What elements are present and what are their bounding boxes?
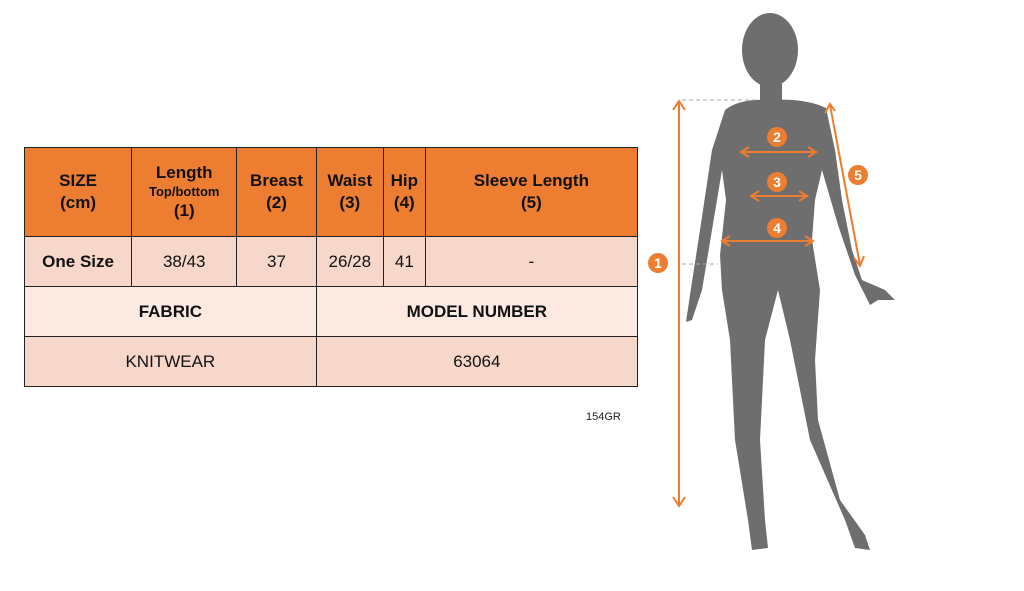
header-waist: Waist (3) bbox=[315, 147, 384, 237]
header-length: Length Top/bottom (1) bbox=[131, 147, 238, 237]
cell-waist: 26/28 bbox=[315, 236, 384, 287]
label-row: FABRIC MODEL NUMBER bbox=[24, 286, 639, 337]
marker-3 bbox=[767, 172, 787, 192]
svg-text:3: 3 bbox=[773, 174, 781, 190]
value-row: KNITWEAR 63064 bbox=[24, 336, 639, 387]
measure-arrows bbox=[672, 99, 865, 508]
fabric-label: FABRIC bbox=[24, 286, 317, 337]
cell-size: One Size bbox=[23, 236, 133, 287]
header-hip: Hip (4) bbox=[382, 147, 426, 237]
model-label: MODEL NUMBER bbox=[315, 286, 639, 337]
guide-lines bbox=[682, 99, 755, 265]
size-table: SIZE (cm) Length Top/bottom (1) Breast (2) W… bbox=[23, 147, 639, 387]
silhouette bbox=[686, 13, 895, 551]
marker-1 bbox=[648, 253, 668, 273]
header-row: SIZE (cm) Length Top/bottom (1) Breast (2) W… bbox=[23, 147, 639, 237]
marker-4 bbox=[767, 218, 787, 238]
size-row: One Size 38/43 37 26/28 41 - bbox=[23, 236, 639, 287]
cell-hip: 41 bbox=[382, 236, 426, 287]
svg-text:4: 4 bbox=[773, 220, 781, 236]
measure-markers: 1 2 3 4 5 bbox=[648, 127, 868, 273]
product-code: 154GR bbox=[586, 411, 621, 423]
header-size: SIZE (cm) bbox=[23, 147, 133, 237]
marker-5 bbox=[848, 165, 868, 185]
cell-length: 38/43 bbox=[131, 236, 238, 287]
header-breast: Breast (2) bbox=[236, 147, 317, 237]
fabric-value: KNITWEAR bbox=[24, 336, 317, 387]
header-sleeve: Sleeve Length (5) bbox=[424, 147, 639, 237]
svg-text:1: 1 bbox=[654, 255, 662, 271]
svg-text:2: 2 bbox=[773, 129, 781, 145]
cell-sleeve: - bbox=[424, 236, 639, 287]
marker-2 bbox=[767, 127, 787, 147]
model-value: 63064 bbox=[315, 336, 639, 387]
svg-text:5: 5 bbox=[854, 167, 862, 183]
